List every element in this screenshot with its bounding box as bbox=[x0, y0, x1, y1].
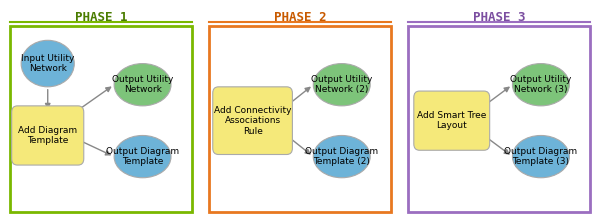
Text: Add Diagram
Template: Add Diagram Template bbox=[18, 126, 77, 145]
Text: Add Connectivity
Associations
Rule: Add Connectivity Associations Rule bbox=[214, 106, 292, 136]
Text: Input Utility
Network: Input Utility Network bbox=[21, 54, 74, 73]
Text: PHASE 2: PHASE 2 bbox=[274, 11, 326, 24]
Ellipse shape bbox=[313, 135, 370, 178]
FancyBboxPatch shape bbox=[213, 87, 292, 155]
Ellipse shape bbox=[114, 135, 171, 178]
FancyBboxPatch shape bbox=[209, 26, 391, 212]
Text: Output Utility
Network (3): Output Utility Network (3) bbox=[510, 75, 572, 94]
Ellipse shape bbox=[313, 64, 370, 106]
Text: PHASE 3: PHASE 3 bbox=[473, 11, 526, 24]
Ellipse shape bbox=[512, 135, 569, 178]
Text: PHASE 1: PHASE 1 bbox=[74, 11, 127, 24]
FancyBboxPatch shape bbox=[408, 26, 590, 212]
Text: Output Utility
Network: Output Utility Network bbox=[112, 75, 173, 94]
Ellipse shape bbox=[114, 64, 171, 106]
FancyBboxPatch shape bbox=[11, 106, 84, 165]
Text: Output Utility
Network (2): Output Utility Network (2) bbox=[311, 75, 373, 94]
Text: Add Smart Tree
Layout: Add Smart Tree Layout bbox=[417, 111, 487, 130]
FancyBboxPatch shape bbox=[10, 26, 192, 212]
Text: Output Diagram
Template (2): Output Diagram Template (2) bbox=[305, 147, 378, 166]
Ellipse shape bbox=[512, 64, 569, 106]
FancyBboxPatch shape bbox=[414, 91, 490, 150]
Text: Output Diagram
Template (3): Output Diagram Template (3) bbox=[505, 147, 577, 166]
Text: Output Diagram
Template: Output Diagram Template bbox=[106, 147, 179, 166]
Ellipse shape bbox=[21, 40, 74, 87]
